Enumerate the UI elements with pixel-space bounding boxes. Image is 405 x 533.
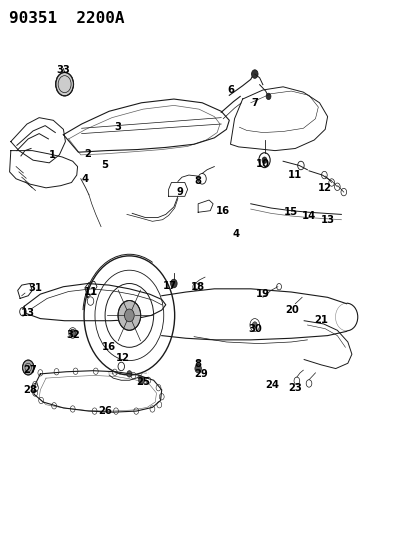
Text: 27: 27: [23, 365, 36, 375]
Text: 8: 8: [194, 359, 201, 369]
Text: 2: 2: [84, 149, 91, 159]
Text: 11: 11: [83, 287, 98, 297]
Circle shape: [127, 370, 132, 377]
Text: 9: 9: [176, 187, 183, 197]
Text: 6: 6: [226, 85, 233, 95]
Circle shape: [124, 309, 134, 322]
Circle shape: [262, 157, 266, 164]
Text: 26: 26: [98, 406, 112, 416]
Text: 25: 25: [136, 377, 150, 387]
Text: 16: 16: [102, 342, 116, 352]
Text: 15: 15: [284, 207, 298, 217]
Text: 12: 12: [115, 353, 130, 363]
Text: 30: 30: [247, 324, 261, 334]
Circle shape: [170, 279, 177, 288]
Text: 11: 11: [288, 169, 302, 180]
Circle shape: [252, 322, 257, 328]
Text: 32: 32: [66, 329, 79, 340]
Text: 3: 3: [114, 122, 121, 132]
Text: 24: 24: [265, 379, 279, 390]
Text: 7: 7: [251, 98, 258, 108]
Text: 33: 33: [56, 65, 70, 75]
Text: 14: 14: [301, 211, 315, 221]
Text: 19: 19: [255, 289, 269, 299]
Text: 4: 4: [81, 174, 88, 184]
Text: 10: 10: [255, 159, 269, 169]
Circle shape: [194, 365, 201, 373]
Text: 5: 5: [101, 160, 108, 171]
Text: 29: 29: [194, 369, 207, 379]
Text: 17: 17: [162, 281, 177, 290]
Circle shape: [118, 301, 141, 330]
Circle shape: [23, 360, 34, 375]
Circle shape: [70, 329, 75, 337]
Circle shape: [139, 376, 144, 384]
Text: 13: 13: [21, 308, 35, 318]
Text: 90351  2200A: 90351 2200A: [9, 11, 124, 26]
Text: 31: 31: [28, 283, 42, 293]
Text: 23: 23: [288, 383, 301, 393]
Text: 18: 18: [191, 282, 205, 292]
Text: 28: 28: [23, 385, 37, 395]
Text: 13: 13: [320, 215, 334, 225]
Text: 12: 12: [317, 183, 330, 193]
Circle shape: [55, 72, 73, 96]
Text: 8: 8: [194, 176, 201, 187]
Text: 21: 21: [313, 314, 327, 325]
Text: 1: 1: [49, 150, 56, 160]
Text: 16: 16: [215, 206, 229, 216]
Circle shape: [251, 70, 258, 78]
Text: 4: 4: [232, 229, 239, 239]
Text: 20: 20: [284, 305, 298, 315]
Circle shape: [265, 93, 270, 100]
